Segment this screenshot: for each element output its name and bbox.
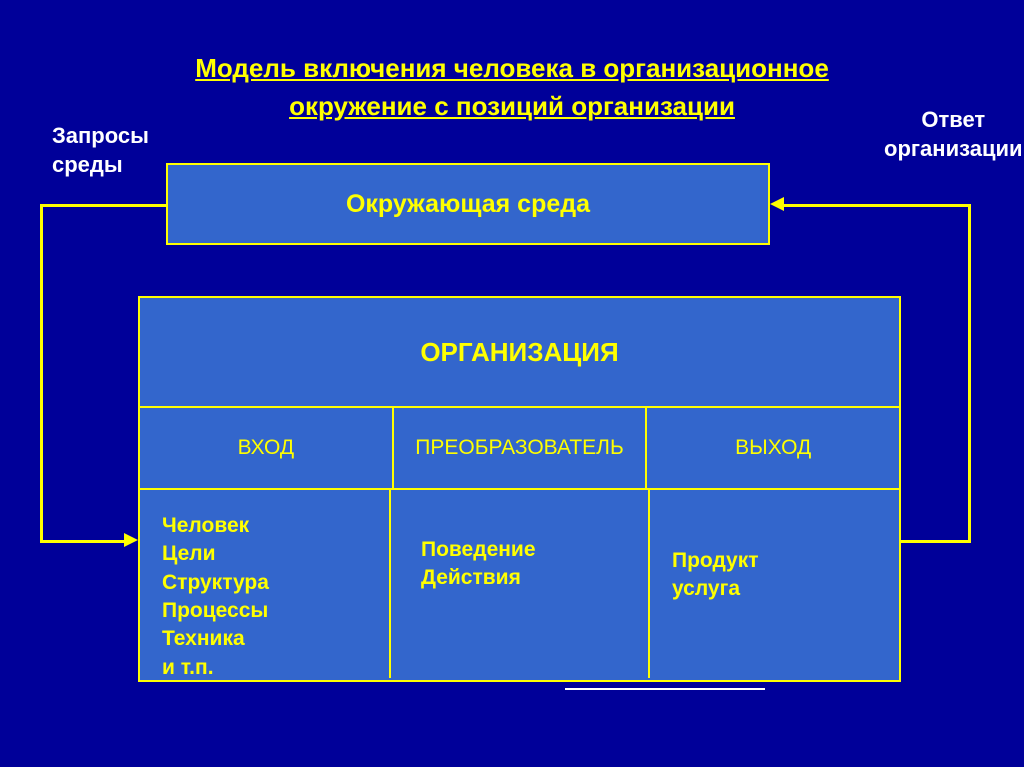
- arrow-segment: [784, 204, 970, 207]
- body-input: Человек Цели Структура Процессы Техника …: [140, 490, 391, 678]
- label-response-l1: Ответ: [884, 106, 1023, 135]
- environment-box: Окружающая среда: [166, 163, 770, 245]
- body-transformer: Поведение Действия: [391, 490, 650, 678]
- label-requests-l1: Запросы: [52, 122, 149, 151]
- title-line-2: окружение с позиций организации: [289, 91, 735, 121]
- label-requests-l2: среды: [52, 151, 149, 180]
- arrow-segment: [40, 204, 166, 207]
- underline-accent: [565, 688, 765, 690]
- header-transformer: ПРЕОБРАЗОВАТЕЛЬ: [394, 408, 648, 488]
- environment-box-label: Окружающая среда: [346, 190, 590, 219]
- body-output: Продукт услуга: [650, 490, 899, 678]
- label-response-l2: организации: [884, 135, 1023, 164]
- arrow-segment: [968, 204, 971, 542]
- organization-body-row: Человек Цели Структура Процессы Техника …: [140, 490, 899, 678]
- title-line-1: Модель включения человека в организацион…: [195, 53, 829, 83]
- organization-title: ОРГАНИЗАЦИЯ: [140, 298, 899, 408]
- header-input: ВХОД: [140, 408, 394, 488]
- diagram-title: Модель включения человека в организацион…: [0, 50, 1024, 125]
- arrow-segment: [40, 204, 43, 540]
- arrow-segment: [40, 540, 124, 543]
- organization-header-row: ВХОД ПРЕОБРАЗОВАТЕЛЬ ВЫХОД: [140, 408, 899, 490]
- label-requests: Запросы среды: [52, 122, 149, 179]
- header-output: ВЫХОД: [647, 408, 899, 488]
- arrowhead-right-icon: [124, 533, 138, 547]
- organization-box: ОРГАНИЗАЦИЯ ВХОД ПРЕОБРАЗОВАТЕЛЬ ВЫХОД Ч…: [138, 296, 901, 682]
- arrowhead-left-icon: [770, 197, 784, 211]
- arrow-segment: [901, 540, 971, 543]
- label-response: Ответ организации: [884, 106, 1023, 163]
